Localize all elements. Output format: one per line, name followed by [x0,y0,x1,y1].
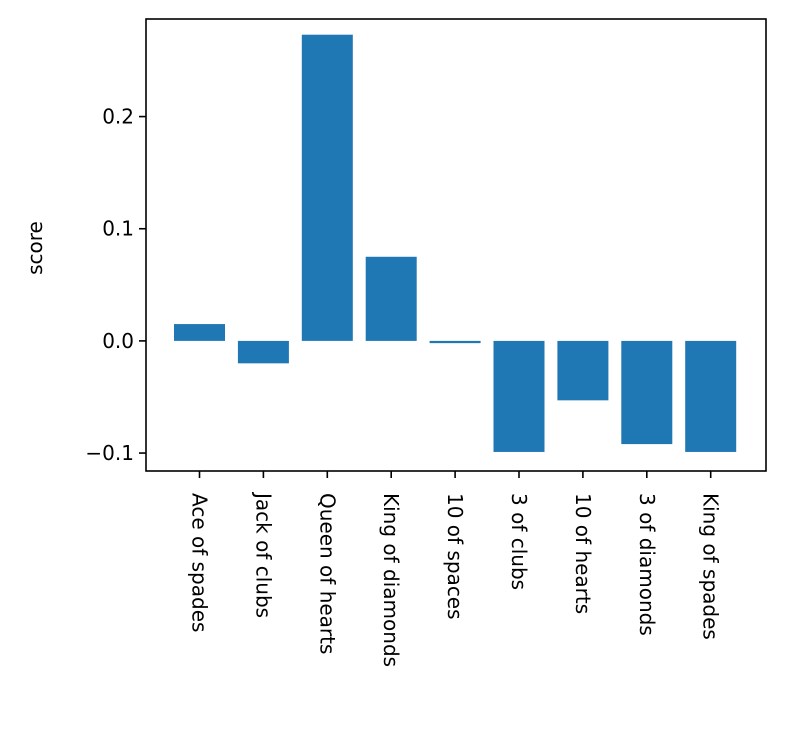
bars-group [174,34,737,452]
bar [685,340,737,452]
bar [429,340,481,344]
bar [301,34,353,341]
x-axis: Ace of spades Jack of clubs Queen of heart… [188,471,723,667]
bar [174,324,225,341]
x-tick-label: King of spades [699,493,723,640]
bar [621,340,673,445]
y-tick-label: 0.1 [102,217,134,241]
x-tick-label: 3 of clubs [507,493,531,590]
y-axis: −0.1 0.0 0.1 0.2 [85,105,146,465]
bar [557,340,609,401]
x-tick-label: 3 of diamonds [635,493,659,636]
y-tick-label: 0.2 [102,105,134,129]
bar [493,340,545,452]
y-tick-label: −0.1 [85,441,134,465]
x-tick-label: Jack of clubs [251,491,275,618]
y-tick-label: 0.0 [102,329,134,353]
bar [237,340,289,364]
y-axis-label: score [23,221,47,275]
plot-frame [145,18,767,472]
x-tick-label: Ace of spades [188,493,212,632]
bar [365,256,417,341]
x-tick-label: 10 of hearts [571,493,595,614]
x-tick-label: Queen of hearts [315,493,339,654]
x-tick-label: 10 of spaces [443,493,467,620]
x-tick-label: King of diamonds [379,493,403,667]
